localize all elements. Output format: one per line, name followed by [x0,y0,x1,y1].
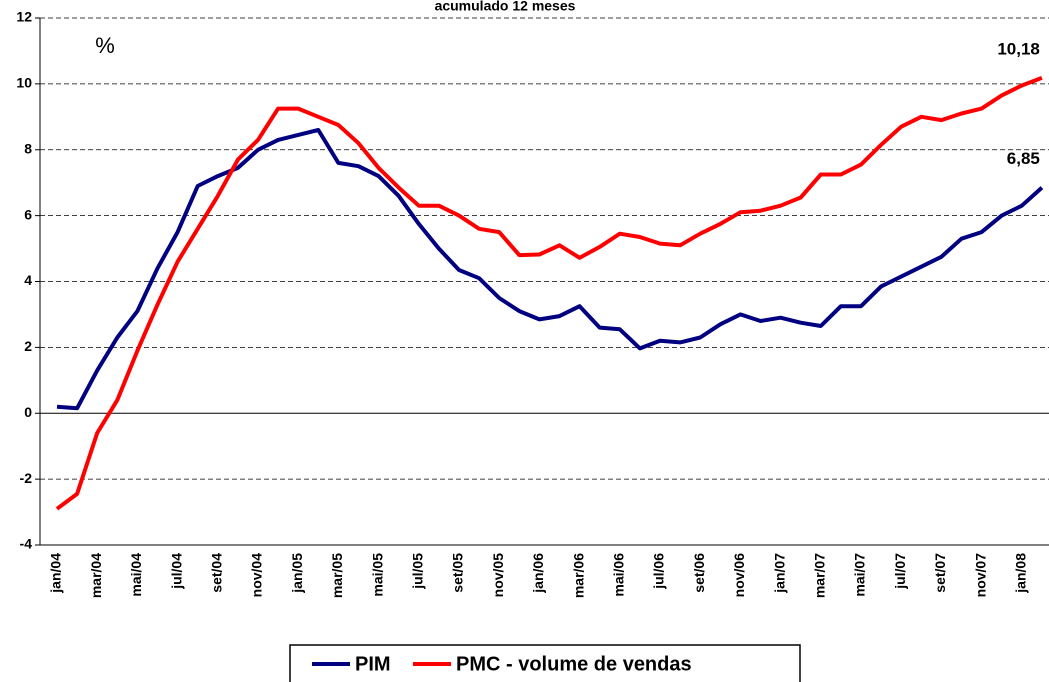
series-line [55,76,1043,511]
x-tick-label: nov/07 [972,553,988,598]
x-tick-label: mai/07 [852,553,868,597]
x-tick-label: jan/04 [48,553,64,594]
x-tick-label: set/04 [209,553,225,593]
x-tick-label: mar/04 [88,553,104,598]
data-label: 6,85 [1007,149,1040,168]
x-tick-label: jul/05 [410,553,426,590]
x-tick-label: mar/05 [329,553,345,598]
y-tick-label: 10 [16,75,32,91]
x-tick-label: nov/06 [731,553,747,598]
x-tick-label: jul/04 [168,553,184,590]
y-tick-label: 12 [16,9,32,25]
x-tick-label: jan/07 [771,553,787,594]
y-tick-label: -2 [20,470,33,486]
x-tick-label: set/05 [450,553,466,593]
series-line [56,128,1044,411]
legend-label: PMC - volume de vendas [456,653,692,675]
data-label: 10,18 [997,39,1040,58]
legend-label: PIM [355,653,391,675]
x-tick-label: nov/04 [249,553,265,598]
y-tick-label: 6 [24,206,32,222]
y-tick-label: 8 [24,140,32,156]
x-tick-label: set/06 [691,553,707,593]
x-tick-label: mai/05 [369,553,385,597]
chart-title: acumulado 12 meses [435,0,576,14]
x-tick-label: jan/06 [530,553,546,594]
x-tick-label: mai/06 [611,553,627,597]
x-tick-label: mai/04 [128,553,144,597]
x-tick-label: set/07 [932,553,948,593]
x-tick-label: jan/08 [1013,553,1029,594]
y-tick-label: 4 [24,272,32,288]
y-tick-label: 0 [24,404,32,420]
legend-box [289,644,801,682]
x-tick-label: jul/07 [892,553,908,590]
x-tick-label: jan/05 [289,553,305,594]
y-tick-label: -4 [20,536,33,552]
y-tick-label: 2 [24,338,32,354]
x-tick-label: nov/05 [490,553,506,598]
x-tick-label: mar/07 [812,553,828,598]
x-tick-label: jul/06 [651,553,667,590]
x-tick-label: mar/06 [570,553,586,598]
unit-label: % [95,33,115,58]
